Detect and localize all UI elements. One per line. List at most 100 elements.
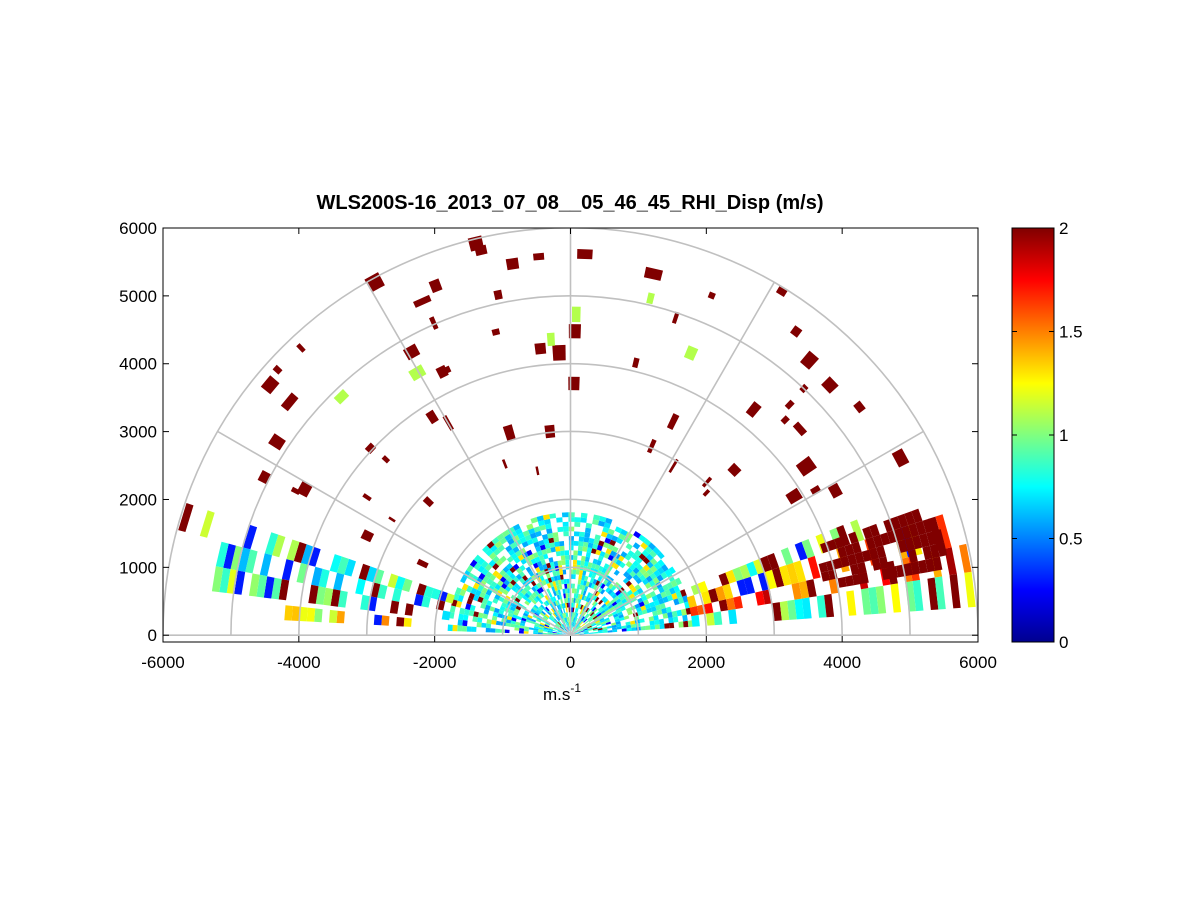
scan-cell xyxy=(561,560,566,566)
scan-cell xyxy=(642,578,649,586)
scan-cell xyxy=(604,607,610,612)
scan-cell xyxy=(755,590,765,606)
scan-cell xyxy=(574,631,579,634)
scan-cell xyxy=(632,357,640,369)
scan-cell xyxy=(509,530,518,538)
scan-cell xyxy=(708,588,719,603)
scan-cell xyxy=(515,528,523,536)
scan-cell xyxy=(642,557,650,565)
scan-cell xyxy=(632,560,640,568)
scan-cell xyxy=(593,608,598,613)
scan-cell xyxy=(844,575,855,587)
scan-cell xyxy=(495,620,502,626)
scan-cell xyxy=(477,617,483,623)
scan-cell xyxy=(626,589,633,596)
scan-cell xyxy=(757,572,770,591)
scan-cell xyxy=(715,585,726,601)
scan-cell xyxy=(555,616,560,622)
scan-cell xyxy=(594,596,600,602)
scan-cell xyxy=(564,617,567,623)
scan-cell xyxy=(568,536,574,541)
scan-cell xyxy=(598,599,604,605)
scan-cell xyxy=(428,278,443,294)
scan-cell xyxy=(614,618,621,623)
scan-cell xyxy=(633,531,641,539)
scan-cell xyxy=(650,565,658,573)
scan-cell xyxy=(505,545,513,553)
scan-cell xyxy=(506,556,514,563)
angle-spoke xyxy=(217,430,571,636)
scan-cell xyxy=(567,597,570,603)
scan-cell xyxy=(311,566,323,587)
scan-cell xyxy=(664,589,672,597)
scan-cell xyxy=(526,549,533,557)
scan-cell xyxy=(818,562,829,573)
scan-cell xyxy=(640,605,647,611)
scan-cell xyxy=(888,566,899,579)
scan-cell xyxy=(496,573,503,580)
scan-cell xyxy=(455,587,462,595)
scan-cell xyxy=(559,545,565,551)
scan-cell xyxy=(510,579,517,586)
scan-cell xyxy=(582,605,587,611)
scan-cell xyxy=(573,593,577,599)
scan-cell xyxy=(613,603,619,609)
scan-cell xyxy=(630,620,636,625)
scan-cell xyxy=(575,569,580,575)
scan-cell xyxy=(668,458,679,473)
scan-cell xyxy=(538,625,544,629)
scan-cell xyxy=(457,625,463,632)
scan-cell xyxy=(605,619,611,624)
scan-cell xyxy=(553,619,558,624)
scan-cell xyxy=(466,598,473,605)
scan-cell xyxy=(525,566,532,573)
scan-cell xyxy=(583,630,589,633)
scan-cell xyxy=(617,611,623,616)
scan-cell xyxy=(682,595,689,603)
scan-cell xyxy=(572,602,575,608)
scan-cell xyxy=(568,616,570,622)
scan-cell xyxy=(243,524,258,550)
scan-cell xyxy=(615,559,622,566)
scan-cell xyxy=(686,595,697,608)
scan-cell xyxy=(563,603,566,609)
scan-cell xyxy=(575,618,578,623)
scan-cell xyxy=(861,588,872,615)
scan-cell xyxy=(563,531,569,537)
scan-cell xyxy=(619,595,626,601)
scan-cell xyxy=(510,623,516,628)
scan-cell xyxy=(543,625,549,629)
scan-cell xyxy=(659,602,666,610)
scan-cell xyxy=(625,543,633,551)
scan-cell xyxy=(502,598,509,605)
scan-cell xyxy=(597,606,603,612)
scan-cell xyxy=(691,614,700,627)
scan-cell xyxy=(578,620,583,625)
scan-cell xyxy=(555,580,559,586)
scan-cell xyxy=(623,571,630,578)
scan-cell xyxy=(598,540,605,547)
scan-cell xyxy=(601,611,607,616)
scan-cell xyxy=(590,622,596,626)
scan-cell xyxy=(553,575,558,581)
scan-cell xyxy=(597,555,604,562)
scan-cell xyxy=(502,589,509,596)
scan-cell xyxy=(876,545,887,559)
colorbar: 0 0.5 1 1.5 2 xyxy=(1011,219,1083,652)
scan-cell xyxy=(581,594,585,601)
scan-cell xyxy=(596,612,602,617)
scan-cell xyxy=(832,557,843,570)
scan-cell xyxy=(299,606,308,622)
scan-cell xyxy=(912,579,924,612)
scan-cell xyxy=(509,542,517,550)
scan-cell xyxy=(581,617,586,622)
scan-cell xyxy=(330,589,341,607)
scan-cell xyxy=(661,607,668,614)
scan-cell xyxy=(344,558,356,577)
scan-cell xyxy=(578,630,584,633)
scan-cell xyxy=(582,627,588,631)
scan-cell xyxy=(593,514,601,521)
scan-cell xyxy=(626,574,633,581)
scan-cell xyxy=(590,613,596,618)
scan-cell xyxy=(499,605,506,612)
